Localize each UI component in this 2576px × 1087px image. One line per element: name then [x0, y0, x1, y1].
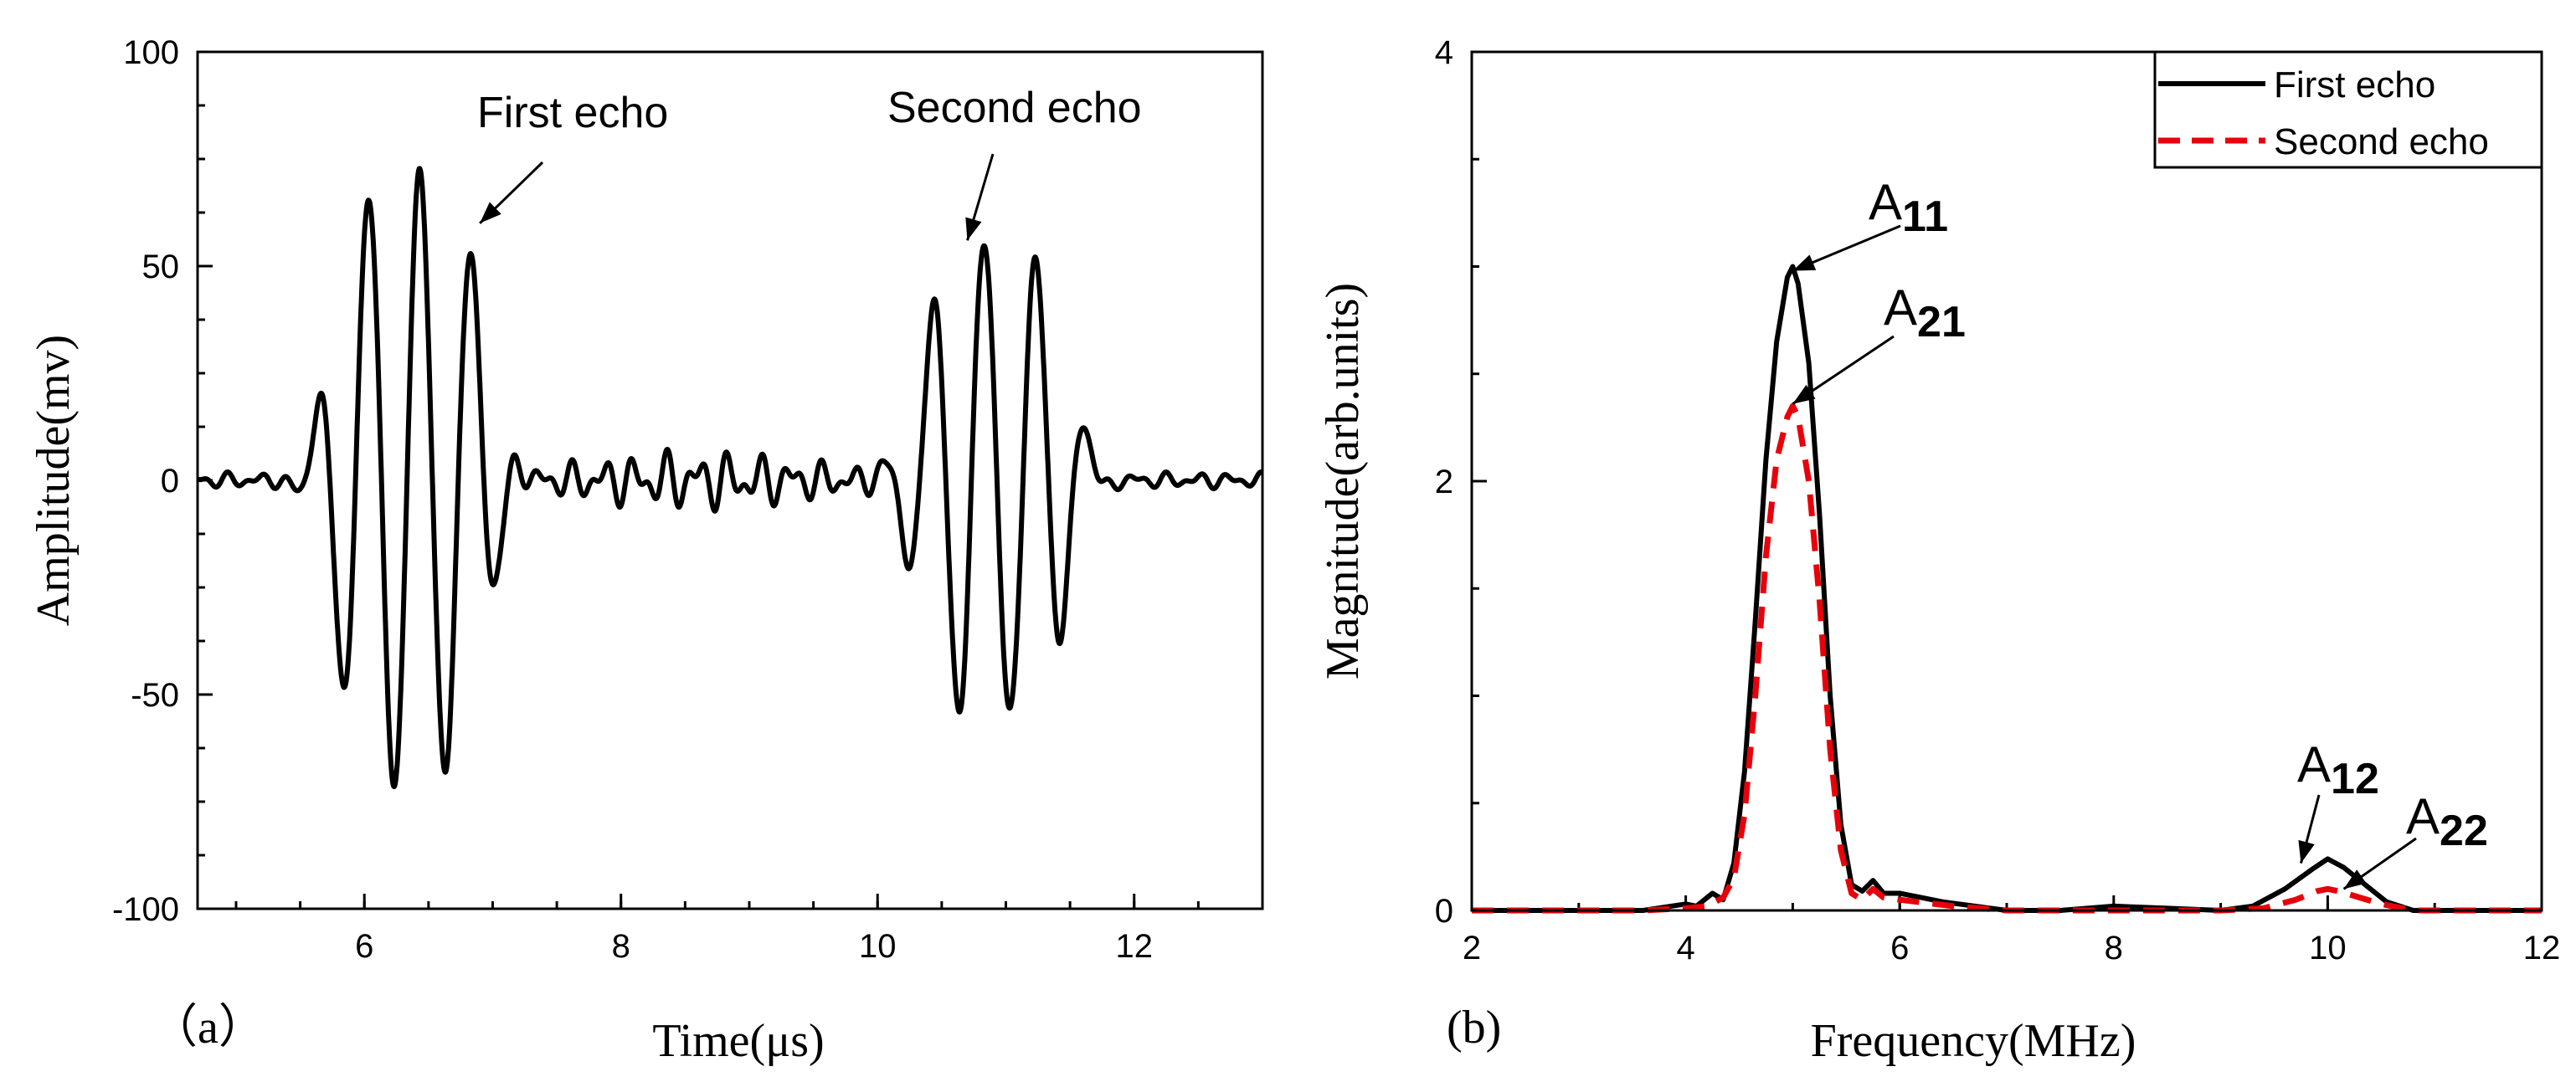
- peak-annotation-subscript: 22: [2440, 807, 2488, 855]
- panel-a-label: （a）: [151, 1002, 265, 1054]
- x-tick-label: 10: [2309, 930, 2347, 967]
- legend-box: [2153, 50, 2543, 169]
- peak-annotation-subscript: 11: [1902, 192, 1948, 241]
- legend-label-first-echo: First echo: [2274, 64, 2435, 105]
- y-tick-label: 4: [1435, 34, 1453, 71]
- peak-annotation-arrow-head: [1792, 384, 1816, 404]
- y-tick-label: -50: [131, 677, 179, 714]
- legend: First echo Second echo: [2153, 50, 2543, 169]
- x-tick-label: 12: [1115, 928, 1153, 965]
- x-tick-label: 6: [1890, 930, 1909, 967]
- panel-a-time-domain-chart: 6 8 10 12 -100 -50 0 50 100 Amplitude(mv) Time(μ…: [28, 34, 1265, 1067]
- peak-annotation-base: A: [1869, 174, 1902, 230]
- panel-a-x-axis-label: Time(μs): [652, 1015, 824, 1067]
- peak-annotation-arrow-head: [2298, 839, 2315, 864]
- peak-annotation-base: A: [2297, 736, 2331, 792]
- y-tick-label: 2: [1435, 464, 1453, 500]
- panel-a-y-axis-label: Amplitude(mv): [28, 335, 80, 626]
- peak-annotation-arrow-head: [1792, 254, 1817, 271]
- legend-label-second-echo: Second echo: [2274, 121, 2489, 162]
- panel-b-axes-frame: [1470, 50, 2543, 912]
- peak-annotation-label: A21: [1884, 279, 1966, 346]
- echo-annotation-arrow-head: [480, 202, 501, 223]
- x-tick-label: 12: [2523, 930, 2561, 967]
- first-echo-spectrum-line: [1472, 264, 2542, 913]
- peak-annotation-label: A11: [1869, 174, 1948, 241]
- panel-a-axes-frame: [196, 50, 1264, 910]
- x-tick-label: 6: [355, 928, 373, 965]
- peak-annotation-label: A12: [2297, 736, 2379, 803]
- y-tick-label: 100: [123, 34, 179, 71]
- x-tick-label: 4: [1676, 930, 1694, 967]
- echo-annotation-label: Second echo: [887, 84, 1142, 132]
- x-tick-label: 2: [1463, 930, 1481, 967]
- peak-annotation-label: A22: [2406, 788, 2488, 855]
- y-tick-label: 0: [161, 463, 179, 500]
- y-tick-label: 0: [1435, 893, 1453, 930]
- peak-annotation-arrow-head: [2343, 869, 2367, 890]
- echo-annotation-label: First echo: [477, 89, 668, 137]
- y-tick-label: -100: [112, 891, 179, 928]
- peak-annotation-base: A: [1884, 279, 1917, 336]
- peak-annotation-subscript: 21: [1917, 298, 1966, 346]
- y-tick-label: 50: [142, 249, 180, 285]
- panel-b-label: (b): [1447, 1002, 1501, 1054]
- panel-b-y-axis-label: Magnitude(arb.units): [1317, 283, 1369, 679]
- peak-annotation-subscript: 12: [2331, 755, 2379, 803]
- x-tick-label: 10: [859, 928, 897, 965]
- x-tick-label: 8: [2105, 930, 2123, 967]
- panel-b-x-axis-label: Frequency(MHz): [1811, 1015, 2136, 1067]
- echo-annotation-arrow-head: [965, 217, 982, 241]
- signal-waveform-line: [195, 166, 1265, 790]
- peak-annotation-base: A: [2406, 788, 2440, 844]
- x-tick-label: 8: [612, 928, 630, 965]
- second-echo-spectrum-line: [1472, 402, 2542, 914]
